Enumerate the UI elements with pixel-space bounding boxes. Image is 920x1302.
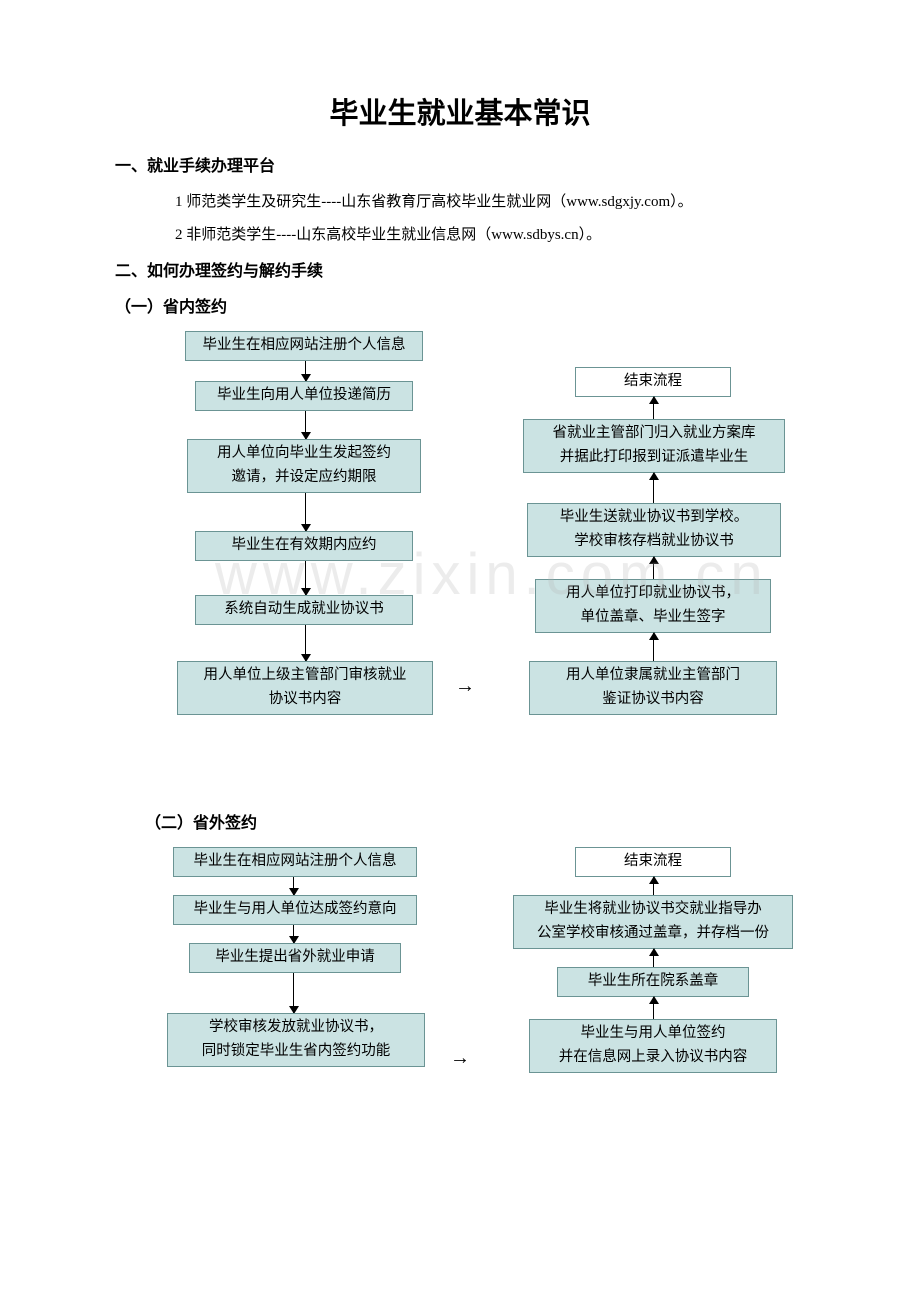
fc2-right-node-1: 毕业生将就业协议书交就业指导办 公室学校审核通过盖章，并存档一份 [513,895,793,949]
fc2-right-node-2: 毕业生所在院系盖章 [557,967,749,997]
section-1-item-2: 2 非师范类学生----山东高校毕业生就业信息网（www.sdbys.cn）。 [175,221,805,250]
fc1-left-node-0: 毕业生在相应网站注册个人信息 [185,331,423,361]
fc1-left-node-2: 用人单位向毕业生发起签约 邀请，并设定应约期限 [187,439,421,493]
fc1-left-node-1: 毕业生向用人单位投递简历 [195,381,413,411]
fc1-right-node-2: 毕业生送就业协议书到学校。 学校审核存档就业协议书 [527,503,781,557]
fc2-left-node-2: 毕业生提出省外就业申请 [189,943,401,973]
section-1-header: 一、就业手续办理平台 [115,152,805,176]
fc2-right-node-3: 毕业生与用人单位签约 并在信息网上录入协议书内容 [529,1019,777,1073]
fc1-right-node-4: 用人单位隶属就业主管部门 鉴证协议书内容 [529,661,777,715]
fc1-left-node-4: 系统自动生成就业协议书 [195,595,413,625]
fc1-right-node-1: 省就业主管部门归入就业方案库 并据此打印报到证派遣毕业生 [523,419,785,473]
fc2-left-node-0: 毕业生在相应网站注册个人信息 [173,847,417,877]
section-1-item-1: 1 师范类学生及研究生----山东省教育厅高校毕业生就业网（www.sdgxjy… [175,188,805,217]
fc2-right-node-0: 结束流程 [575,847,731,877]
fc1-connector-arrow: → [455,675,475,698]
page-title: 毕业生就业基本常识 [115,90,805,132]
fc1-left-node-5: 用人单位上级主管部门审核就业 协议书内容 [177,661,433,715]
flowchart-province-outside: 毕业生在相应网站注册个人信息 毕业生与用人单位达成签约意向 毕业生提出省外就业申… [115,847,805,1157]
fc2-connector-arrow: → [450,1047,470,1070]
section-2-header: 二、如何办理签约与解约手续 [115,257,805,281]
section-2-sub-1: （一）省内签约 [115,293,805,317]
section-2-sub-2: （二）省外签约 [145,809,805,833]
fc1-left-node-3: 毕业生在有效期内应约 [195,531,413,561]
fc1-right-node-0: 结束流程 [575,367,731,397]
fc1-right-node-3: 用人单位打印就业协议书， 单位盖章、毕业生签字 [535,579,771,633]
fc2-left-node-3: 学校审核发放就业协议书， 同时锁定毕业生省内签约功能 [167,1013,425,1067]
flowchart-province-inside: 毕业生在相应网站注册个人信息 毕业生向用人单位投递简历 用人单位向毕业生发起签约… [115,331,805,791]
fc2-left-node-1: 毕业生与用人单位达成签约意向 [173,895,417,925]
